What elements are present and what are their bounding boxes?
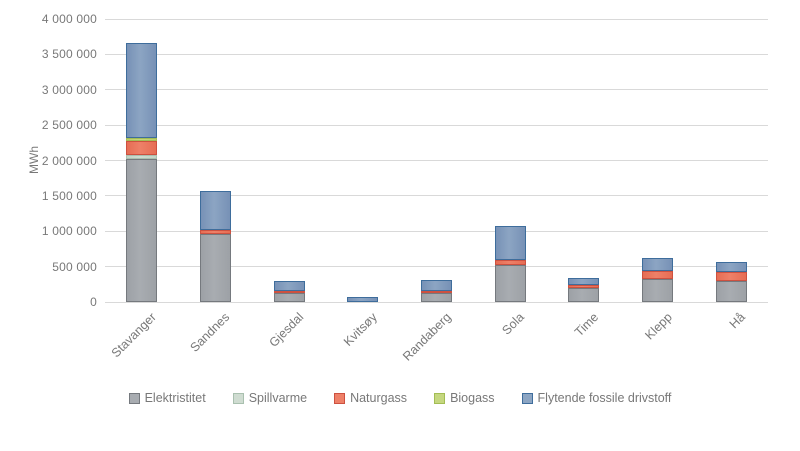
bar-segment-flytende-fossile-drivstoff: [494, 226, 526, 260]
bar-segment-naturgass: [126, 140, 158, 155]
plot-area: [105, 18, 768, 303]
bar-segment-elektristitet: [715, 280, 747, 302]
bar-segment-naturgass: [273, 290, 305, 293]
bar-segment-elektristitet: [568, 287, 600, 302]
y-tick-label: 2 000 000: [41, 153, 97, 168]
bar-segment-elektristitet: [642, 278, 673, 302]
legend-swatch-icon: [334, 392, 346, 404]
x-axis-label: Klepp: [641, 310, 675, 343]
legend-swatch-icon: [434, 392, 446, 404]
bar-h-: [715, 261, 747, 302]
y-tick-label: 2 500 000: [41, 118, 97, 133]
y-tick-label: 0: [90, 295, 97, 309]
gridline: [105, 230, 768, 232]
bar-gjesdal: [273, 280, 305, 302]
legend-item-flytende-fossile-drivstoff: Flytende fossile drivstoff: [521, 391, 672, 405]
gridline: [105, 18, 768, 20]
bar-segment-flytende-fossile-drivstoff: [273, 280, 305, 291]
x-axis-label: Stavanger: [108, 310, 159, 361]
x-axis-label: Sandnes: [187, 310, 233, 355]
bar-segment-flytende-fossile-drivstoff: [126, 43, 158, 139]
gridline: [105, 53, 768, 55]
bar-segment-spillvarme: [126, 154, 158, 160]
bar-segment-naturgass: [494, 259, 526, 265]
gridline: [105, 160, 768, 161]
bar-sandnes: [200, 191, 231, 302]
bar-segment-elektristitet: [200, 234, 231, 302]
y-tick-label: 1 500 000: [41, 188, 97, 203]
bar-segment-naturgass: [568, 285, 600, 288]
bar-klepp: [642, 258, 673, 302]
bar-segment-flytende-fossile-drivstoff: [642, 258, 673, 271]
y-tick-label: 3 000 000: [41, 82, 97, 97]
gridline: [105, 89, 768, 91]
legend: Elektristitet Spillvarme Naturgass Biogass F…: [0, 391, 800, 405]
legend-label: Flytende fossile drivstoff: [537, 391, 672, 405]
gridline: [105, 195, 768, 197]
legend-item-elektristitet: Elektristitet: [128, 391, 206, 405]
y-tick-label: 500 000: [52, 259, 97, 274]
bar-segment-flytende-fossile-drivstoff: [421, 280, 452, 292]
gridline: [105, 124, 768, 126]
bar-segment-naturgass: [715, 271, 747, 281]
gridline: [105, 301, 768, 303]
bar-segment-naturgass: [200, 230, 231, 235]
bar-sola: [494, 226, 526, 302]
x-axis-label: Gjesdal: [266, 310, 307, 350]
x-axis-label: Hå: [726, 310, 749, 332]
legend-label: Spillvarme: [248, 391, 308, 405]
bar-segment-flytende-fossile-drivstoff: [715, 261, 747, 272]
x-axis-label: Sola: [499, 310, 528, 338]
legend-swatch-icon: [521, 392, 533, 404]
bar-segment-flytende-fossile-drivstoff: [347, 297, 379, 302]
legend-label: Biogass: [450, 391, 495, 405]
bar-segment-naturgass: [642, 270, 673, 279]
legend-label: Elektristitet: [144, 391, 206, 405]
bar-segment-elektristitet: [421, 293, 452, 302]
bar-segment-flytende-fossile-drivstoff: [568, 277, 600, 286]
x-axis-label: Randaberg: [399, 310, 454, 364]
y-tick-label: 4 000 000: [41, 12, 97, 26]
y-tick-label: 3 500 000: [41, 47, 97, 62]
legend-swatch-icon: [232, 392, 244, 404]
legend-item-spillvarme: Spillvarme: [232, 391, 308, 405]
legend-swatch-icon: [128, 392, 140, 404]
bar-segment-naturgass: [421, 291, 452, 294]
x-axis-label: Time: [571, 310, 601, 340]
bar-segment-flytende-fossile-drivstoff: [200, 191, 231, 231]
bar-segment-elektristitet: [494, 264, 526, 302]
bar-stavanger: [126, 43, 158, 302]
legend-label: Naturgass: [350, 391, 408, 405]
bar-segment-elektristitet: [126, 159, 158, 302]
bar-randaberg: [421, 280, 452, 302]
x-axis-label: Kvitsøy: [340, 310, 380, 349]
legend-item-biogass: Biogass: [434, 391, 495, 405]
y-tick-label: 1 000 000: [41, 224, 97, 239]
bar-kvits-y: [347, 297, 379, 302]
bar-time: [568, 277, 600, 302]
bar-segment-elektristitet: [273, 292, 305, 302]
gridline: [105, 266, 768, 268]
bar-segment-biogass: [126, 138, 158, 141]
legend-item-naturgass: Naturgass: [334, 391, 407, 405]
